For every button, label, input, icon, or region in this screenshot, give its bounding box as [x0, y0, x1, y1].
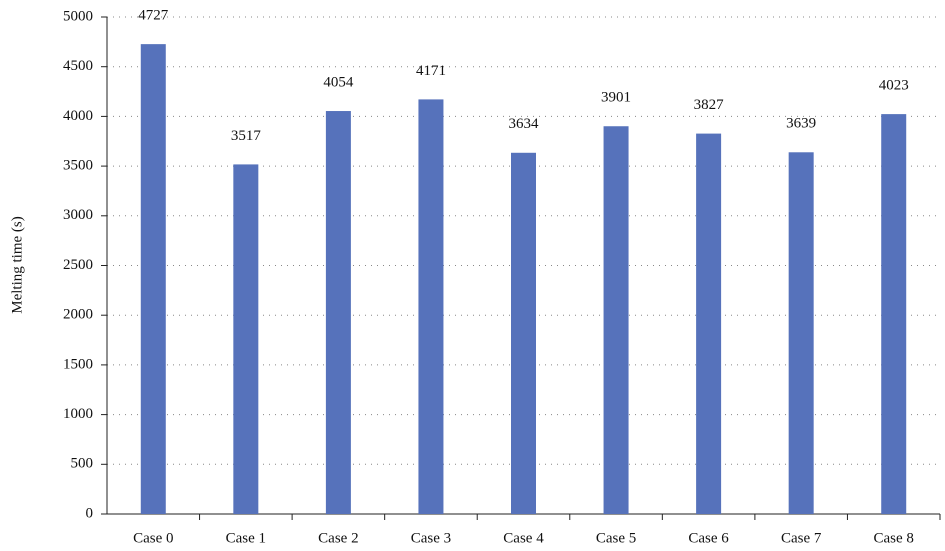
y-tick-label: 1500	[63, 356, 93, 372]
y-tick-label: 1000	[63, 406, 93, 422]
value-label: 3827	[694, 97, 725, 113]
bar	[140, 44, 166, 514]
x-tick-label: Case 4	[503, 530, 544, 546]
value-label: 4727	[138, 8, 169, 24]
bar	[881, 114, 907, 514]
x-tick-label: Case 8	[874, 530, 914, 546]
y-tick-label: 500	[71, 456, 94, 472]
value-label: 3517	[231, 128, 262, 144]
y-tick-label: 4500	[63, 58, 93, 74]
x-tick-label: Case 3	[411, 530, 451, 546]
value-label: 4171	[416, 63, 446, 79]
x-tick-label: Case 6	[688, 530, 729, 546]
x-tick-label: Case 0	[133, 530, 173, 546]
value-label: 4023	[879, 78, 909, 94]
bar	[233, 164, 259, 514]
bar	[788, 152, 814, 515]
value-label: 3639	[786, 116, 816, 132]
y-tick-label: 0	[86, 505, 94, 521]
value-label: 3634	[509, 116, 540, 132]
x-tick-label: Case 5	[596, 530, 636, 546]
x-tick-label: Case 7	[781, 530, 822, 546]
y-tick-label: 4000	[63, 108, 93, 124]
bar	[325, 111, 351, 514]
x-tick-label: Case 1	[226, 530, 266, 546]
bar	[603, 126, 629, 514]
value-label: 4054	[323, 74, 354, 90]
y-axis-label: Melting time (s)	[9, 216, 25, 314]
bar	[696, 133, 722, 515]
y-tick-label: 3500	[63, 158, 93, 174]
value-label: 3901	[601, 90, 631, 106]
y-tick-label: 3000	[63, 207, 93, 223]
y-tick-label: 2000	[63, 307, 93, 323]
bar	[418, 99, 444, 515]
y-tick-label: 2500	[63, 257, 93, 273]
bar	[511, 152, 536, 514]
y-tick-label: 5000	[63, 8, 93, 24]
x-tick-label: Case 2	[318, 530, 358, 546]
